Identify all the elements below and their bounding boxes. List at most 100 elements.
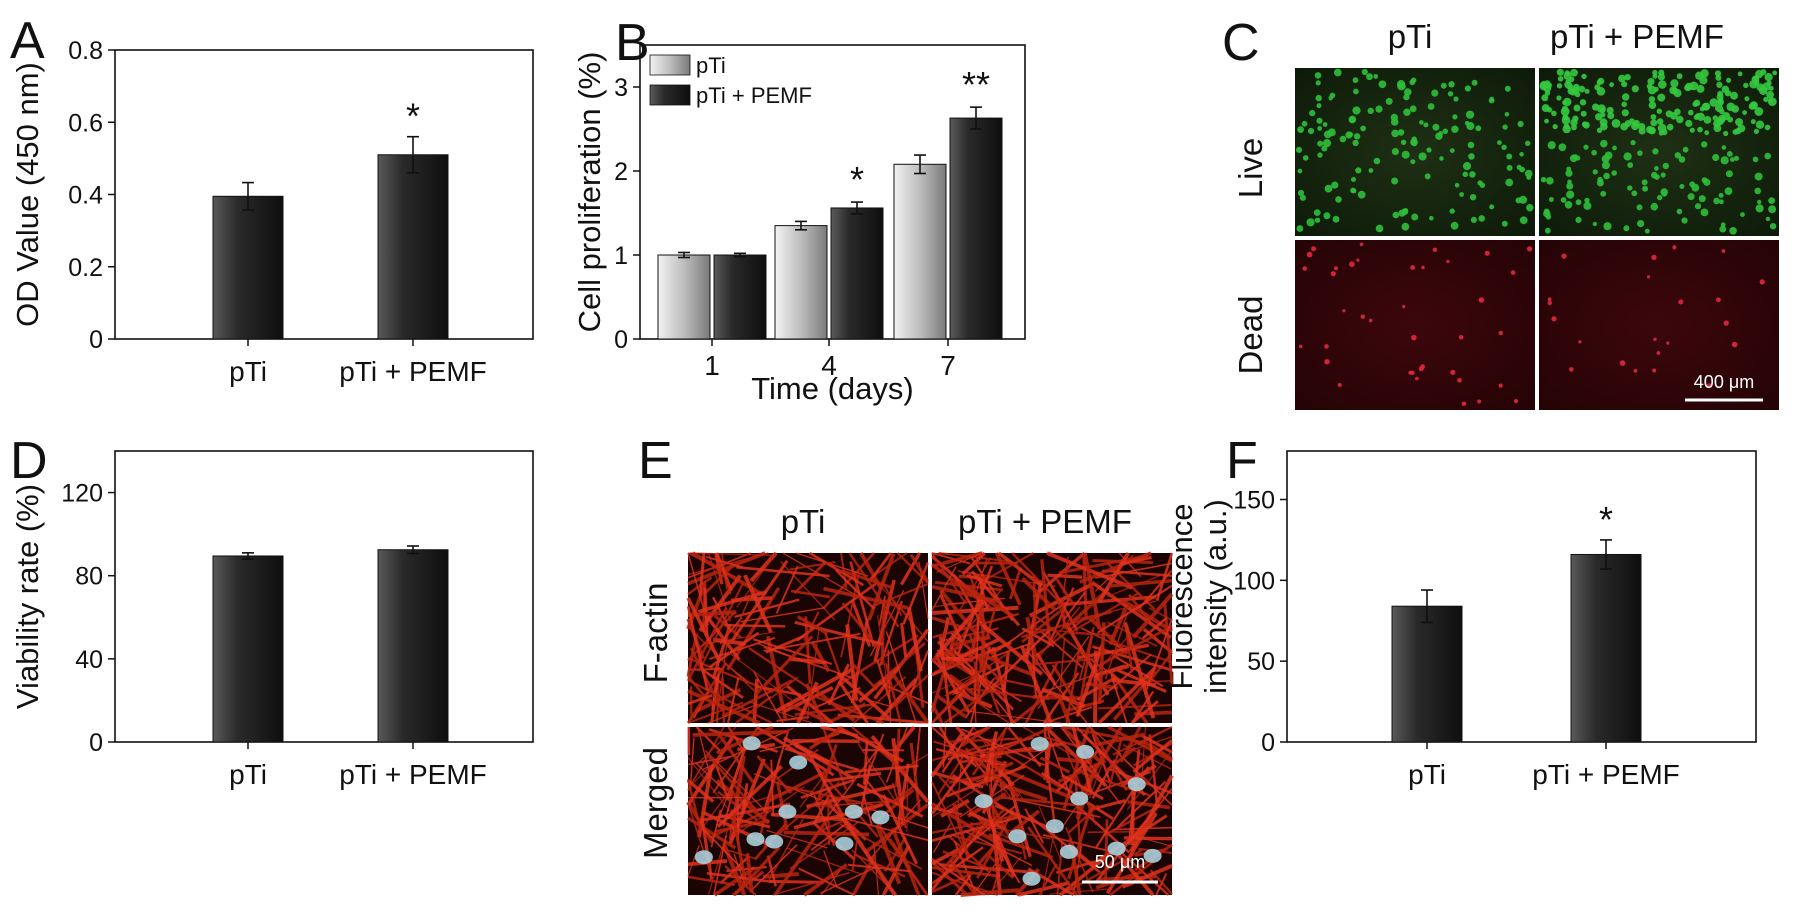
bar-d-1 bbox=[377, 549, 449, 743]
actin-fibre bbox=[1059, 638, 1066, 693]
actin-fibre bbox=[749, 551, 778, 583]
actin-fibre bbox=[1021, 610, 1061, 643]
live-cell bbox=[1409, 79, 1416, 86]
live-cell bbox=[1611, 119, 1621, 128]
dead-cell bbox=[1359, 242, 1364, 247]
actin-fibre bbox=[1067, 632, 1117, 637]
actin-fibre bbox=[943, 737, 1023, 744]
dead-cell bbox=[1432, 247, 1438, 252]
actin-fibre bbox=[808, 754, 844, 816]
actin-fibre bbox=[1067, 804, 1100, 834]
live-dead-micrographs: pTi pTi + PEMF Live Dead 400 μm bbox=[1232, 18, 1779, 410]
actin-fibre bbox=[880, 605, 886, 665]
dead-cell bbox=[1337, 383, 1342, 387]
plot-frame-d bbox=[114, 450, 534, 743]
bar-b-s1-2 bbox=[893, 163, 947, 340]
live-cell bbox=[1670, 79, 1679, 88]
live-cell bbox=[1637, 220, 1645, 228]
actin-fibre bbox=[688, 755, 731, 766]
actin-fibre bbox=[1051, 664, 1081, 708]
actin-fibre bbox=[1062, 726, 1090, 810]
live-cell bbox=[1391, 148, 1399, 156]
live-cell bbox=[1650, 114, 1657, 120]
live-cell bbox=[1478, 215, 1485, 222]
dead-cell bbox=[1498, 330, 1504, 336]
actin-fibre bbox=[1095, 562, 1173, 579]
actin-fibre bbox=[1110, 674, 1128, 724]
actin-fibre bbox=[707, 755, 759, 813]
actin-fibre bbox=[988, 855, 1014, 879]
dead-cell bbox=[1569, 367, 1574, 372]
actin-fibre bbox=[702, 828, 743, 870]
y-tick-label-f: 0 bbox=[1261, 729, 1275, 757]
live-cell bbox=[1501, 144, 1507, 150]
live-cell bbox=[1631, 85, 1639, 93]
live-cell bbox=[1411, 213, 1419, 221]
live-cell bbox=[1409, 105, 1417, 113]
dead-cell bbox=[1461, 401, 1467, 407]
panel-label-f: F bbox=[1226, 432, 1258, 490]
live-cell bbox=[1658, 69, 1665, 76]
actin-fibre bbox=[1030, 612, 1103, 670]
live-cell bbox=[1572, 154, 1578, 160]
actin-fibre bbox=[1028, 657, 1094, 667]
live-cell bbox=[1733, 155, 1740, 161]
live-cell bbox=[1607, 112, 1615, 120]
actin-fibre bbox=[1007, 726, 1042, 768]
actin-fibre bbox=[941, 726, 975, 773]
live-cell bbox=[1572, 115, 1579, 122]
bar-b-s1-0 bbox=[657, 254, 711, 340]
live-cell bbox=[1647, 78, 1655, 86]
actin-fibre bbox=[957, 557, 992, 614]
live-cell bbox=[1631, 190, 1638, 197]
live-cell bbox=[1564, 80, 1573, 89]
live-cell bbox=[1545, 214, 1552, 220]
actin-fibre bbox=[816, 800, 895, 808]
dead-cell bbox=[1446, 259, 1450, 264]
live-cell bbox=[1391, 177, 1399, 185]
live-cell bbox=[1661, 129, 1668, 136]
micrograph-e-column-pti: pTi bbox=[781, 503, 826, 540]
live-cell bbox=[1658, 80, 1667, 89]
actin-fibre bbox=[794, 620, 884, 646]
actin-fibre bbox=[931, 858, 986, 896]
live-cell bbox=[1315, 80, 1321, 86]
micrograph-e-row-factin: F-actin bbox=[637, 583, 674, 684]
live-cell bbox=[1453, 96, 1459, 102]
live-cell bbox=[1689, 127, 1695, 133]
live-cell bbox=[1601, 161, 1610, 170]
actin-fibre bbox=[796, 552, 869, 577]
nucleus bbox=[835, 836, 854, 851]
dead-cell bbox=[1578, 340, 1582, 344]
actin-fibre bbox=[949, 635, 989, 648]
actin-fibre bbox=[961, 551, 986, 576]
actin-fibre bbox=[1132, 739, 1173, 773]
live-cell bbox=[1609, 82, 1614, 88]
actin-fibre bbox=[1119, 597, 1173, 633]
live-cell bbox=[1657, 118, 1664, 125]
actin-fibre bbox=[1060, 725, 1102, 763]
dead-cell bbox=[1334, 266, 1338, 271]
live-cell bbox=[1704, 130, 1710, 136]
actin-fibre bbox=[974, 561, 1018, 565]
live-cell bbox=[1556, 68, 1564, 76]
live-cell bbox=[1544, 227, 1551, 234]
actin-fibre bbox=[808, 725, 844, 750]
live-cell bbox=[1580, 110, 1587, 117]
live-cell bbox=[1653, 86, 1659, 92]
live-cell bbox=[1676, 208, 1683, 215]
live-cell bbox=[1612, 145, 1617, 151]
live-cell bbox=[1540, 176, 1547, 183]
actin-fibre bbox=[687, 552, 739, 581]
y-tick-label-f: 50 bbox=[1247, 648, 1275, 676]
live-cell bbox=[1603, 172, 1610, 180]
actin-fibre bbox=[870, 735, 930, 804]
live-cell bbox=[1432, 123, 1440, 131]
live-cell bbox=[1459, 192, 1464, 197]
micrograph-c-column-pti-pemf: pTi + PEMF bbox=[1550, 18, 1724, 55]
actin-fibre bbox=[962, 692, 1010, 724]
actin-fibre bbox=[796, 615, 829, 635]
live-cell bbox=[1423, 122, 1429, 128]
dead-cell bbox=[1678, 299, 1684, 305]
